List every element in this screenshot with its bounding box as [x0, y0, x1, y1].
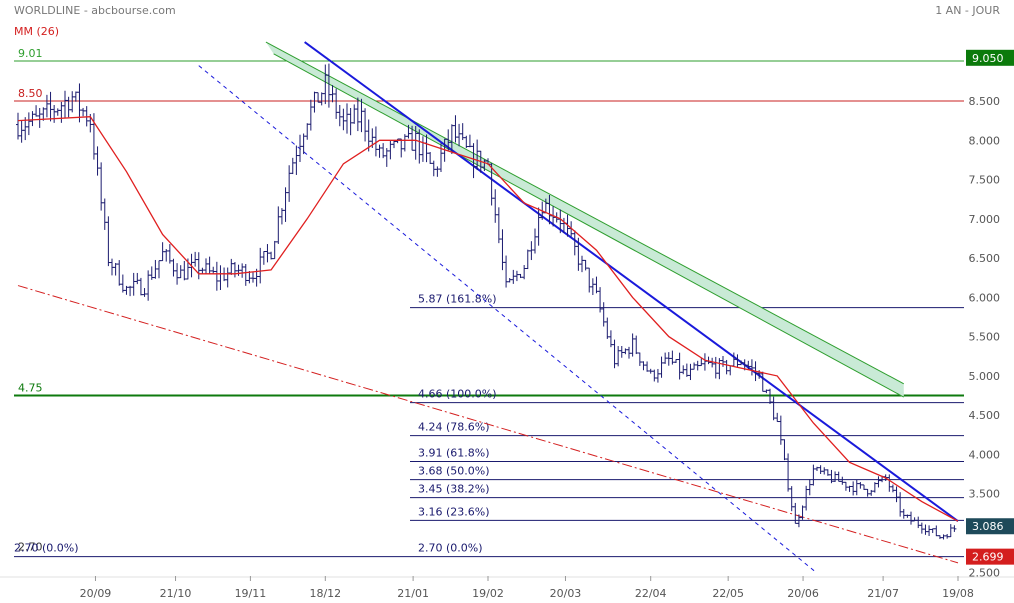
fib-label-2: 4.24 (78.6%)	[418, 421, 490, 434]
x-tick-label: 22/05	[712, 587, 744, 600]
x-tick-label: 20/03	[550, 587, 582, 600]
trendline-dashed-channel	[198, 65, 817, 573]
level-label-8.50: 8.50	[18, 87, 43, 100]
x-tick-label: 20/09	[80, 587, 112, 600]
fib-label-3: 3.91 (61.8%)	[418, 447, 490, 460]
x-tick-label: 19/02	[472, 587, 504, 600]
x-tick-label: 19/08	[942, 587, 974, 600]
last-price-box	[966, 518, 1014, 535]
y-tick-label: 7.000	[969, 213, 1001, 226]
moving-average-legend: MM (26)	[14, 25, 59, 38]
fib-label-5: 3.45 (38.2%)	[418, 483, 490, 496]
fib-left-label: 2.70 (0.0%)	[14, 542, 79, 555]
fib-label-0: 5.87 (161.8%)	[418, 293, 497, 306]
fib-label-4: 3.68 (50.0%)	[418, 465, 490, 478]
last-price-label: 3.086	[972, 520, 1004, 533]
y-tick-label: 5.500	[969, 331, 1001, 344]
x-tick-label: 21/07	[867, 587, 899, 600]
trendline-channel-upper	[265, 41, 905, 385]
period-label: 1 AN - JOUR	[935, 4, 1000, 17]
fib-label-1: 4.66 (100.0%)	[418, 388, 497, 401]
y-tick-label: 2.500	[969, 566, 1001, 579]
high-price-box	[966, 49, 1014, 66]
low-price-label: 2.699	[972, 551, 1004, 564]
trendline-channel-lower	[273, 53, 905, 398]
level-label-4.75: 4.75	[18, 382, 43, 395]
x-tick-label: 21/10	[160, 587, 192, 600]
y-tick-label: 4.500	[969, 409, 1001, 422]
fib-label-6: 3.16 (23.6%)	[418, 505, 490, 518]
chart-title: WORLDLINE - abcbourse.com	[14, 4, 176, 17]
y-tick-label: 8.500	[969, 95, 1001, 108]
y-tick-label: 5.000	[969, 370, 1001, 383]
y-tick-label: 6.000	[969, 291, 1001, 304]
y-tick-label: 7.500	[969, 174, 1001, 187]
fib-label-7: 2.70 (0.0%)	[418, 542, 483, 555]
x-tick-label: 22/04	[635, 587, 667, 600]
x-tick-label: 19/11	[235, 587, 267, 600]
x-tick-label: 18/12	[309, 587, 341, 600]
trendline-resistance	[304, 41, 959, 523]
level-label-9.01: 9.01	[18, 47, 43, 60]
y-tick-label: 8.000	[969, 134, 1001, 147]
y-tick-label: 6.500	[969, 252, 1001, 265]
x-tick-label: 20/06	[787, 587, 819, 600]
y-tick-label: 4.000	[969, 448, 1001, 461]
level-label-2.70: 2.70	[18, 541, 43, 554]
moving-average-line	[17, 116, 959, 522]
trendline-long-support	[17, 285, 959, 564]
high-price-label: 9.050	[972, 52, 1004, 65]
low-price-box	[966, 548, 1014, 565]
y-tick-label: 3.500	[969, 488, 1001, 501]
x-tick-label: 21/01	[397, 587, 429, 600]
